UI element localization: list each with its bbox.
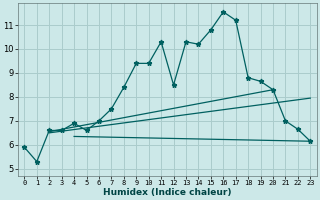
X-axis label: Humidex (Indice chaleur): Humidex (Indice chaleur): [103, 188, 232, 197]
